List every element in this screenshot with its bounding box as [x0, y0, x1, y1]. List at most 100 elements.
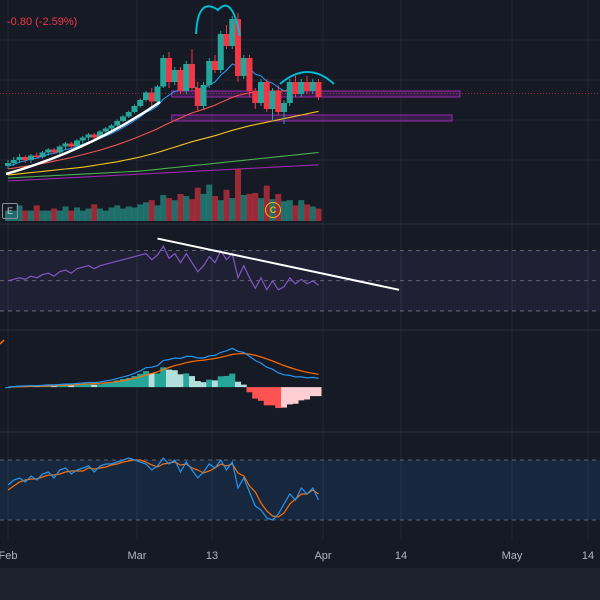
x-axis-label-13: 13	[205, 550, 219, 562]
trend-curve-annotation	[5, 100, 161, 176]
volume-bar	[22, 210, 29, 221]
event-badge[interactable]: C	[265, 202, 281, 218]
macd-histogram-bar	[269, 387, 276, 406]
x-axis-label-14: 14	[394, 550, 408, 562]
volume-bar	[154, 205, 161, 221]
x-axis-label-apr: Apr	[314, 550, 332, 562]
volume-bar	[45, 210, 52, 221]
volume-bar	[74, 207, 80, 221]
candle-down	[212, 61, 218, 70]
macd-histogram-bar	[85, 383, 92, 388]
macd-histogram-bar	[143, 371, 149, 388]
macd-histogram-bar	[246, 387, 253, 393]
volume-bar	[51, 208, 57, 221]
volume-bar	[28, 210, 34, 221]
candle-up	[56, 146, 63, 153]
volume-bar	[102, 210, 109, 221]
volume-bar	[143, 202, 149, 221]
moving-average-line	[7, 164, 319, 182]
macd-histogram-bar	[258, 387, 264, 401]
macd-histogram-bar	[200, 382, 207, 388]
pane-marker	[0, 339, 5, 345]
macd-line	[7, 347, 319, 388]
candle-down	[275, 91, 282, 112]
candle-up	[79, 137, 86, 141]
volume-bar	[79, 210, 86, 221]
macd-histogram-bar	[131, 376, 138, 388]
macd-histogram-bar	[281, 387, 287, 408]
candle-down	[304, 82, 310, 91]
macd-histogram-bar	[177, 374, 184, 388]
candle-up	[5, 163, 11, 166]
macd-histogram-bar	[102, 383, 109, 388]
volume-bar	[56, 210, 63, 221]
stoch-d-line	[7, 459, 319, 518]
volume-bar	[148, 200, 155, 221]
macd-histogram-bar	[108, 382, 115, 388]
macd-histogram-bar	[194, 381, 201, 388]
volume-bar	[137, 204, 144, 221]
volume-bar	[223, 189, 230, 221]
macd-histogram-bar	[5, 387, 11, 389]
volume-bar	[68, 210, 75, 221]
bottom-toolbar	[0, 568, 600, 600]
volume-bar	[315, 208, 322, 221]
macd-histogram-bar	[125, 377, 132, 388]
volume-bar	[33, 205, 40, 221]
candle-up	[258, 82, 264, 103]
macd-histogram-bar	[298, 387, 305, 401]
candle-down	[22, 157, 29, 160]
volume-bar	[91, 204, 98, 221]
macd-histogram-bar	[309, 387, 316, 397]
macd-histogram-bar	[286, 387, 293, 405]
macd-histogram-bar	[171, 370, 178, 388]
volume-bar	[125, 206, 132, 221]
candle-down	[246, 58, 253, 91]
candle-up	[229, 19, 236, 46]
macd-histogram-bar	[154, 373, 161, 388]
candle-up	[10, 160, 17, 163]
macd-histogram-bar	[120, 379, 126, 388]
volume-bar	[286, 200, 293, 221]
candle-up	[45, 149, 52, 153]
candle-up	[120, 116, 126, 121]
candle-up	[206, 61, 213, 85]
volume-bar	[240, 195, 247, 221]
candle-up	[309, 82, 316, 91]
candle-down	[252, 91, 259, 103]
volume-bar	[171, 200, 178, 221]
macd-histogram-bar	[206, 379, 213, 388]
stoch-k-line	[7, 457, 320, 521]
macd-histogram-bar	[97, 384, 103, 388]
macd-histogram-bar	[137, 373, 144, 388]
x-axis-label-may: May	[501, 550, 523, 562]
volume-bar	[200, 193, 207, 221]
macd-histogram-bar	[223, 375, 230, 388]
candle-up	[160, 58, 167, 87]
volume-bar	[5, 210, 11, 221]
earnings-badge[interactable]: E	[2, 203, 18, 219]
support-resistance-zone	[171, 114, 453, 122]
candle-down	[68, 143, 75, 147]
macd-histogram-bar	[212, 380, 218, 388]
candle-up	[108, 125, 115, 129]
candle-up	[286, 82, 293, 103]
volume-bar	[212, 196, 218, 221]
volume-bar	[177, 193, 184, 221]
candle-up	[217, 34, 224, 70]
pattern-arc-head	[195, 4, 241, 37]
macd-histogram-bar	[68, 385, 75, 388]
grid-lines	[0, 0, 600, 540]
macd-histogram	[5, 367, 322, 409]
candle-up	[240, 58, 247, 76]
macd-histogram-bar	[189, 376, 195, 388]
price-change-text: -0.80 (-2.59%)	[7, 16, 78, 28]
macd-histogram-bar	[315, 387, 322, 397]
volume-bar	[131, 207, 138, 221]
candle-up	[125, 112, 132, 117]
rsi-line	[7, 244, 319, 292]
rsi-trendline-annotation	[157, 237, 400, 291]
macd-histogram-bar	[91, 384, 98, 388]
